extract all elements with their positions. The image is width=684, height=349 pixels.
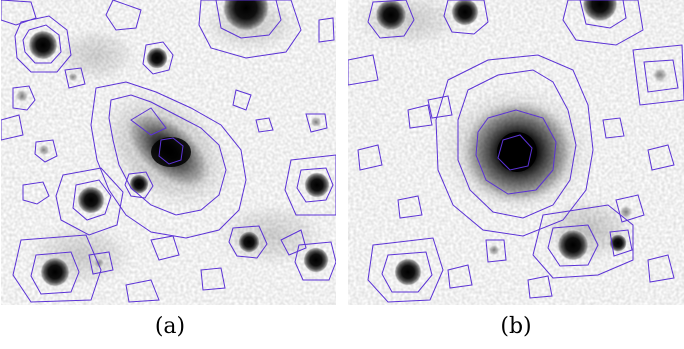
panel-b-caption: (b)	[500, 314, 532, 339]
greyscale-contour-map-a	[1, 0, 336, 305]
astronomical-image-panel-a	[1, 0, 336, 305]
intensity-contours	[348, 0, 684, 303]
intensity-contours	[1, 0, 336, 303]
greyscale-contour-map-b	[348, 0, 684, 305]
astronomical-image-panel-b	[348, 0, 684, 305]
panel-a-caption: (a)	[154, 314, 186, 339]
